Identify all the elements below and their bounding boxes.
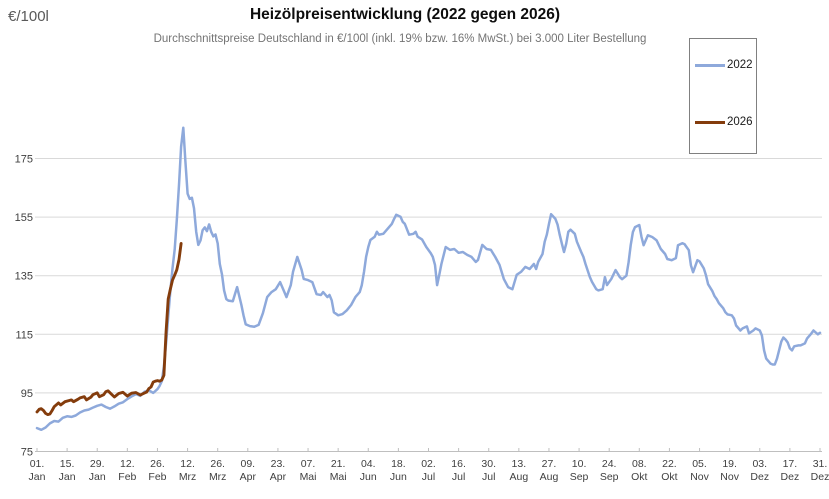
chart-subtitle: Durchschnittspreise Deutschland in €/100…	[153, 33, 647, 45]
x-tick-label: Mai	[330, 471, 347, 483]
y-tick-label: 95	[21, 388, 33, 400]
x-tick-label: 08.	[632, 458, 647, 470]
y-axis-unit-label: €/100l	[8, 8, 49, 25]
x-tick-label: 04.	[361, 458, 376, 470]
x-tick-label: Apr	[240, 471, 257, 483]
x-tick-label: 09.	[241, 458, 256, 470]
y-tick-label: 155	[15, 212, 33, 224]
x-tick-label: Jun	[360, 471, 377, 483]
x-tick-label: 17.	[783, 458, 798, 470]
x-tick-label: 15.	[60, 458, 75, 470]
x-tick-label: Jan	[29, 471, 46, 483]
x-tick-label: Okt	[631, 471, 647, 483]
x-tick-label: Jan	[89, 471, 106, 483]
x-tick-label: Mrz	[209, 471, 227, 483]
x-tick-label: 13.	[512, 458, 527, 470]
y-tick-label: 75	[21, 447, 33, 459]
x-tick-label: 18.	[391, 458, 406, 470]
x-tick-label: Jul	[452, 471, 465, 483]
y-tick-label: 175	[15, 154, 33, 166]
x-tick-label: Jan	[59, 471, 76, 483]
x-tick-label: Feb	[148, 471, 166, 483]
x-tick-label: 21.	[331, 458, 346, 470]
chart-title: Heizölpreisentwicklung (2022 gegen 2026)	[249, 6, 561, 23]
legend-label-2026: 2026	[727, 116, 753, 128]
y-tick-label: 115	[15, 329, 33, 341]
x-tick-label: Dez	[750, 471, 769, 483]
x-tick-label: 31.	[813, 458, 828, 470]
x-tick-label: 02.	[421, 458, 436, 470]
x-tick-label: 26.	[210, 458, 225, 470]
legend-box: 2022 2026	[689, 38, 757, 154]
x-tick-label: Nov	[720, 471, 739, 483]
x-tick-label: Jun	[390, 471, 407, 483]
x-tick-label: 05.	[692, 458, 707, 470]
x-tick-label: 26.	[150, 458, 165, 470]
x-tick-label: 07.	[301, 458, 316, 470]
x-tick-label: 22.	[662, 458, 677, 470]
x-tick-label: Dez	[781, 471, 800, 483]
price-line-2026	[35, 242, 183, 417]
legend-swatch-2026	[695, 120, 725, 124]
x-tick-label: 03.	[752, 458, 767, 470]
x-tick-label: 01.	[30, 458, 45, 470]
x-tick-label: 10.	[572, 458, 587, 470]
price-line-2022	[35, 126, 822, 432]
x-tick-label: 23.	[271, 458, 286, 470]
x-tick-label: 12.	[180, 458, 195, 470]
x-tick-label: Jul	[422, 471, 435, 483]
legend-entry-2022[interactable]: 2022	[695, 59, 753, 71]
x-tick-label: Aug	[510, 471, 529, 483]
x-tick-label: Mai	[300, 471, 317, 483]
x-tick-label: Sep	[600, 471, 619, 483]
x-tick-label: 16.	[451, 458, 466, 470]
x-tick-label: Aug	[540, 471, 559, 483]
x-tick-label: 19.	[722, 458, 737, 470]
x-tick-label: Okt	[661, 471, 677, 483]
x-tick-label: 24.	[602, 458, 617, 470]
x-tick-label: Jul	[482, 471, 495, 483]
x-tick-label: Sep	[570, 471, 589, 483]
legend-entry-2026[interactable]: 2026	[695, 116, 753, 128]
x-tick-label: Dez	[811, 471, 829, 483]
x-tick-label: Nov	[690, 471, 709, 483]
x-tick-label: Feb	[118, 471, 136, 483]
x-tick-label: Apr	[270, 471, 287, 483]
legend-label-2022: 2022	[727, 59, 753, 71]
y-tick-label: 135	[15, 271, 33, 283]
x-tick-label: 29.	[90, 458, 105, 470]
legend-swatch-2022	[695, 63, 725, 67]
x-tick-label: 30.	[481, 458, 496, 470]
x-tick-label: 27.	[542, 458, 557, 470]
x-tick-label: Mrz	[179, 471, 197, 483]
x-tick-label: 12.	[120, 458, 135, 470]
